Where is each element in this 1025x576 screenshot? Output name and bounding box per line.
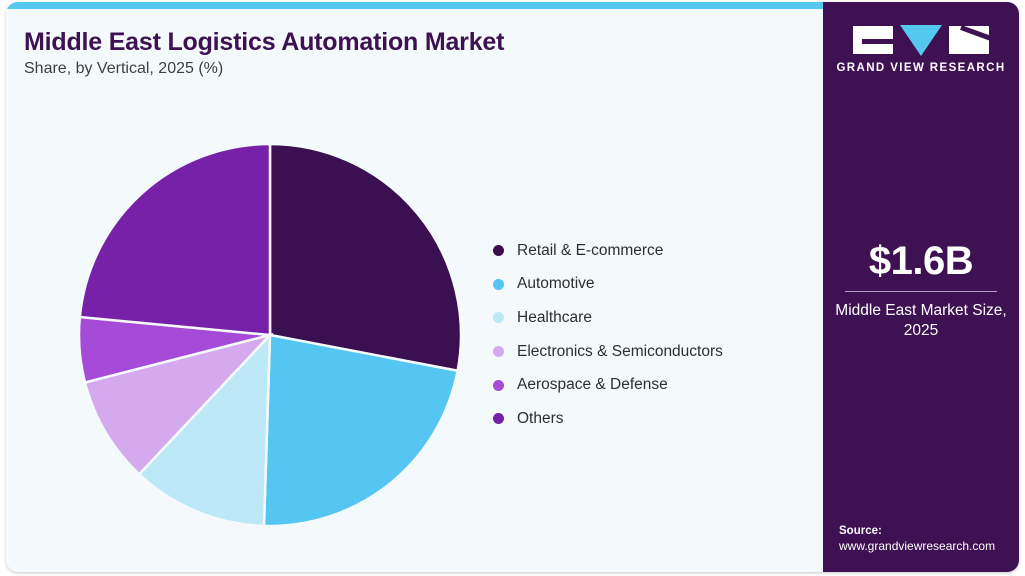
logo-marks [823, 24, 1019, 56]
legend-item[interactable]: Healthcare [493, 301, 793, 335]
legend-label: Healthcare [517, 308, 592, 326]
legend-swatch-icon [493, 312, 504, 324]
stat-caption: Middle East Market Size, 2025 [835, 302, 1007, 340]
legend-item[interactable]: Aerospace & Defense [493, 368, 793, 402]
stat-divider [845, 291, 997, 292]
market-size-stat: $1.6B Middle East Market Size, 2025 [823, 240, 1019, 342]
legend-label: Electronics & Semiconductors [517, 342, 723, 360]
pie-slice [262, 333, 460, 528]
logo-v-triangle-icon [900, 24, 942, 56]
pie-slice [78, 142, 272, 337]
pie-slice [268, 142, 463, 373]
legend-item[interactable]: Electronics & Semiconductors [493, 335, 793, 369]
legend-swatch-icon [493, 245, 504, 257]
legend-item[interactable]: Retail & E-commerce [493, 234, 793, 268]
legend-label: Retail & E-commerce [517, 241, 664, 259]
legend-item[interactable]: Automotive [493, 268, 793, 302]
pie-chart-svg [77, 142, 463, 528]
legend-swatch-icon [493, 379, 504, 391]
brand-side-panel: GRAND VIEW RESEARCH $1.6B Middle East Ma… [823, 2, 1019, 572]
legend-item[interactable]: Others [493, 402, 793, 436]
legend-swatch-icon [493, 413, 504, 425]
legend-swatch-icon [493, 278, 504, 290]
legend-swatch-icon [493, 346, 504, 358]
pie-chart [74, 139, 466, 531]
legend-label: Aerospace & Defense [517, 376, 668, 394]
page-title: Middle East Logistics Automation Market [24, 28, 505, 56]
brand-logo: GRAND VIEW RESEARCH [823, 24, 1019, 74]
legend-label: Others [517, 409, 564, 427]
stat-value: $1.6B [868, 239, 974, 283]
top-accent-bar [6, 2, 1019, 9]
pie-slice [83, 332, 274, 477]
report-card: Middle East Logistics Automation Market … [6, 2, 1019, 572]
logo-r-icon [949, 26, 989, 54]
page-subtitle: Share, by Vertical, 2025 (%) [24, 60, 224, 77]
pie-slice [137, 331, 272, 528]
legend-label: Automotive [517, 275, 595, 293]
source-label: Source: [839, 525, 882, 537]
source-url[interactable]: www.grandviewresearch.com [839, 539, 996, 553]
chart-legend: Retail & E-commerce Automotive Healthcare E… [493, 234, 793, 436]
source-block: Source: www.grandviewresearch.com [839, 525, 1019, 553]
brand-name: GRAND VIEW RESEARCH [836, 62, 1006, 74]
logo-g-icon [853, 26, 893, 54]
